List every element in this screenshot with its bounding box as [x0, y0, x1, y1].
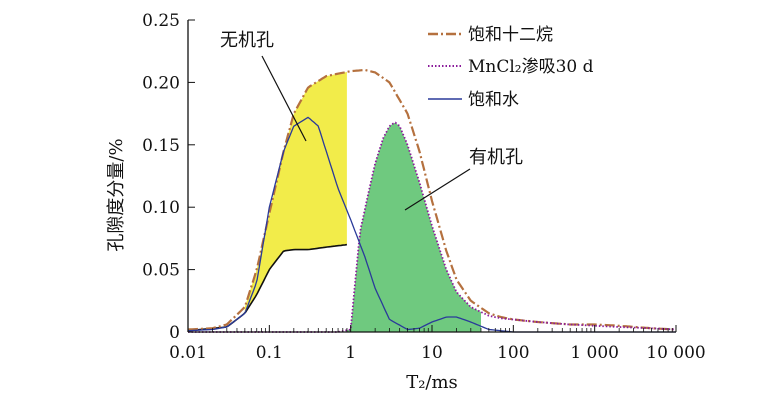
y-axis-label: 孔隙度分量/%: [106, 138, 127, 251]
y-tick-label: 0.15: [142, 136, 180, 156]
filled-regions: [244, 71, 481, 332]
annotation-inorganic-pores: 无机孔: [220, 30, 274, 51]
x-tick-label: 1: [345, 343, 356, 363]
legend-label-2: MnCl₂渗吸30 d: [468, 57, 594, 77]
x-axis-label: T₂/ms: [406, 372, 458, 393]
y-tick-label: 0.05: [142, 261, 180, 281]
legend: 饱和十二烷 MnCl₂渗吸30 d 饱和水: [428, 25, 594, 110]
x-tick-label: 1 000: [570, 343, 619, 363]
annotation-organic-pointer: [404, 168, 471, 211]
filled-region-inorganic: [244, 71, 347, 314]
x-tick-labels: 0.01 0.1 1 10 100 1 000 10 000: [169, 343, 706, 363]
filled-region-organic: [346, 122, 481, 332]
x-tick-label: 10: [421, 343, 443, 363]
axes: [187, 19, 677, 333]
y-tick-label: 0.25: [142, 11, 180, 31]
y-tick-label: 0: [169, 323, 180, 343]
x-tick-label: 0.01: [169, 343, 207, 363]
series-line-1: [187, 68, 677, 331]
annotations: 无机孔 有机孔: [220, 30, 523, 211]
y-tick-label: 0.20: [142, 73, 180, 93]
legend-label-1: 饱和十二烷: [468, 25, 553, 45]
y-tick-label: 0.10: [142, 198, 180, 218]
x-tick-label: 10 000: [646, 343, 705, 363]
annotation-inorganic-pointer: [261, 55, 307, 142]
y-tick-labels: 0 0.05 0.10 0.15 0.20 0.25: [142, 11, 180, 343]
x-tick-label: 0.1: [256, 343, 283, 363]
annotation-organic-pores: 有机孔: [469, 147, 523, 168]
legend-label-3: 饱和水: [468, 90, 519, 110]
x-tick-label: 100: [497, 343, 529, 363]
